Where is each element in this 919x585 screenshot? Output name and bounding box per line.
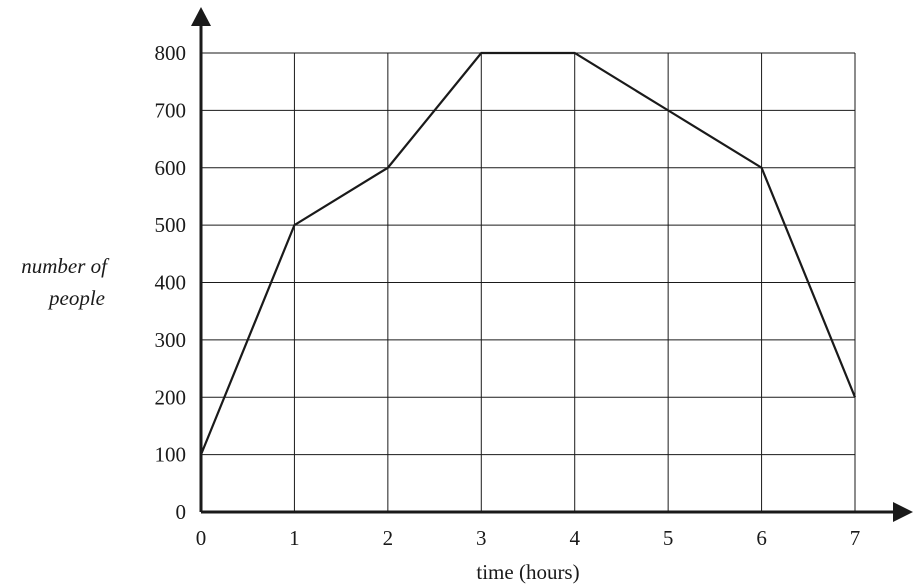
y-tick-label: 500 (155, 213, 187, 237)
x-tick-labels: 0 1 2 3 4 5 6 7 (196, 526, 861, 550)
grid (201, 52, 856, 512)
y-tick-label: 0 (176, 500, 187, 524)
x-tick-label: 2 (383, 526, 394, 550)
y-tick-label: 200 (155, 385, 187, 409)
y-tick-label: 400 (155, 271, 187, 295)
x-axis-title: time (hours) (476, 560, 579, 584)
y-tick-label: 800 (155, 41, 187, 65)
x-axis-arrow-icon (893, 502, 913, 522)
axes (191, 7, 913, 522)
x-tick-label: 7 (850, 526, 861, 550)
x-tick-label: 3 (476, 526, 487, 550)
y-axis-arrow-icon (191, 7, 211, 26)
x-tick-label: 1 (289, 526, 300, 550)
y-axis-title-line-2: people (47, 286, 105, 310)
x-tick-label: 5 (663, 526, 674, 550)
y-tick-label: 100 (155, 443, 187, 467)
y-tick-label: 300 (155, 328, 187, 352)
x-tick-label: 6 (756, 526, 767, 550)
y-tick-label: 700 (155, 98, 187, 122)
y-tick-labels: 0 100 200 300 400 500 600 700 800 (155, 41, 187, 524)
series-line (199, 51, 857, 456)
y-tick-label: 600 (155, 156, 187, 180)
y-axis-title-line-1: number of (21, 254, 110, 278)
x-tick-label: 0 (196, 526, 207, 550)
x-tick-label: 4 (569, 526, 580, 550)
series (199, 51, 857, 456)
